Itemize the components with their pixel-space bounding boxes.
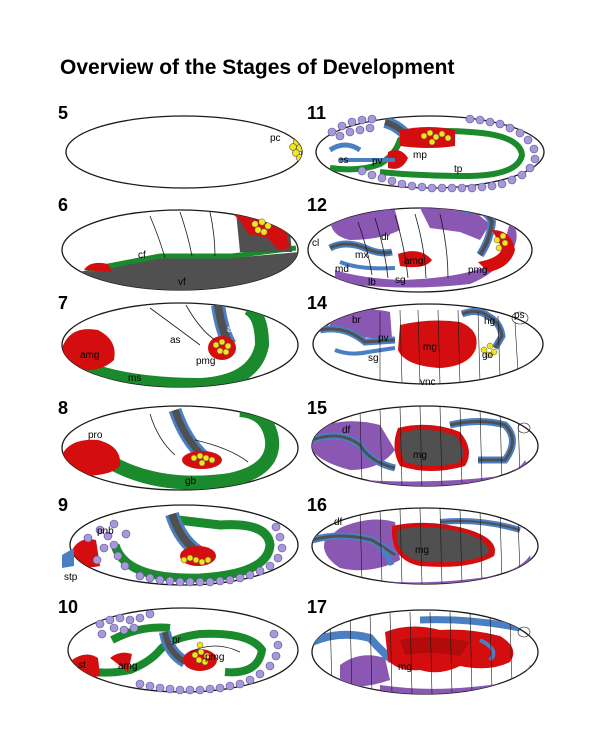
stage-number-17: 17 [307, 597, 328, 617]
label-amg: amg [80, 350, 99, 361]
stage-7-embryo: api as pmg amg ms [61, 302, 299, 388]
label-pnb: pnb [97, 526, 114, 537]
stage-6-embryo: cf vf [61, 209, 299, 291]
stage-9-embryo: pnb stp [62, 504, 299, 587]
stage-number-7: 7 [58, 293, 69, 313]
stage-17-embryo: mg [311, 609, 539, 695]
label-st: st [78, 660, 86, 671]
stage-14-embryo: br hg ps pv mg sg go vnc [312, 303, 544, 388]
stage-8-embryo: pro gb [61, 405, 299, 491]
label-ms: ms [128, 373, 141, 384]
label-mg: mg [413, 450, 427, 461]
label-go: go [482, 350, 494, 361]
label-hg: hg [484, 316, 495, 327]
label-api: api [227, 324, 240, 335]
stage-12-embryo: cl dr mx md amg pmg lb sg [307, 207, 533, 293]
label-tp: tp [454, 164, 463, 175]
label-pr: pr [172, 635, 182, 646]
stage-number-12: 12 [307, 195, 328, 215]
stage-number-5: 5 [58, 103, 69, 123]
stage-number-10: 10 [58, 597, 79, 617]
label-gb: gb [185, 476, 197, 487]
label-pro: pro [88, 430, 103, 441]
stage-number-6: 6 [58, 195, 69, 215]
stage-11-embryo: es pv mp tp [315, 114, 545, 193]
stage-number-15: 15 [307, 398, 328, 418]
stage-5-embryo: pc [65, 115, 303, 189]
label-df: df [334, 517, 343, 528]
page-title: Overview of the Stages of Development [60, 56, 455, 79]
label-df: df [342, 425, 351, 436]
label-es: es [338, 155, 349, 166]
stage-15-embryo: df mg [311, 405, 539, 487]
label-stp: stp [64, 572, 78, 583]
label-br: br [352, 315, 362, 326]
label-mp: mp [413, 150, 427, 161]
stage-number-16: 16 [307, 495, 328, 515]
stage-number-8: 8 [58, 398, 69, 418]
label-pmg: pmg [468, 265, 487, 276]
label-dr: dr [381, 232, 391, 243]
label-amg: amg [404, 256, 423, 267]
label-sg: sg [395, 275, 406, 286]
stage-number-11: 11 [307, 103, 327, 123]
label-vf: vf [178, 277, 186, 288]
label-pv: pv [372, 156, 383, 167]
stage-number-14: 14 [307, 293, 328, 313]
label-as: as [170, 335, 181, 346]
label-lb: lb [368, 277, 376, 288]
label-mg: mg [423, 342, 437, 353]
label-cf: cf [138, 250, 146, 261]
label-pmg: pmg [205, 652, 224, 663]
label-mg: mg [398, 662, 412, 673]
label-md: md [335, 264, 349, 275]
stage-10-embryo: pr st amg pmg [67, 607, 299, 695]
label-mg: mg [415, 545, 429, 556]
label-mx: mx [355, 250, 368, 261]
label-pmg: pmg [196, 356, 215, 367]
label-pc: pc [270, 133, 281, 144]
label-pv: pv [378, 333, 389, 344]
stage-number-9: 9 [58, 495, 69, 515]
label-cl: cl [312, 238, 319, 249]
label-sg: sg [368, 353, 379, 364]
label-amg: amg [118, 661, 137, 672]
label-vnc: vnc [420, 377, 436, 388]
stage-16-embryo: df mg [311, 507, 539, 585]
label-ps: ps [514, 310, 525, 321]
